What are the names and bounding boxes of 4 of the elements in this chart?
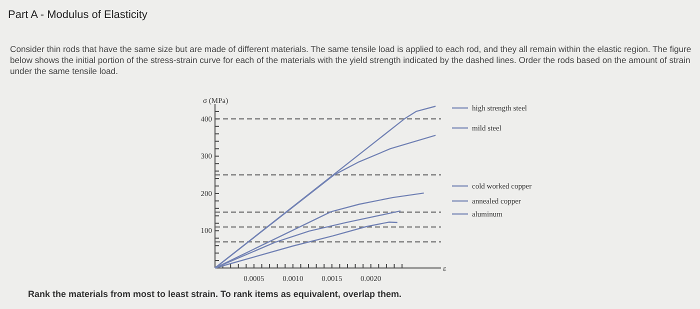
x-axis-title: ε	[443, 264, 447, 273]
chart-subtitle: Consider thin rods that have the same size but are made of different materials. The same tensile load is applied to each rod, and they all remain within the elastic region. The figure below shows the initial portion of the stress-strain curve for each of the materials with the yield strength indicated by the dashed lines. Order the rods based on the amount of strain under the same tensile load.	[10, 44, 692, 77]
text: Rank the materials from most to least strain. To rank items as equivalent, overlap them.	[28, 289, 402, 299]
text: Part A - Modulus of Elasticity	[8, 9, 148, 21]
